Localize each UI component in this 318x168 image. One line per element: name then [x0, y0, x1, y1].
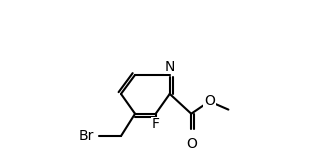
Text: Br: Br [78, 129, 94, 143]
Text: F: F [152, 117, 160, 132]
Text: O: O [204, 94, 215, 108]
Text: O: O [186, 137, 197, 151]
Text: N: N [164, 60, 175, 74]
